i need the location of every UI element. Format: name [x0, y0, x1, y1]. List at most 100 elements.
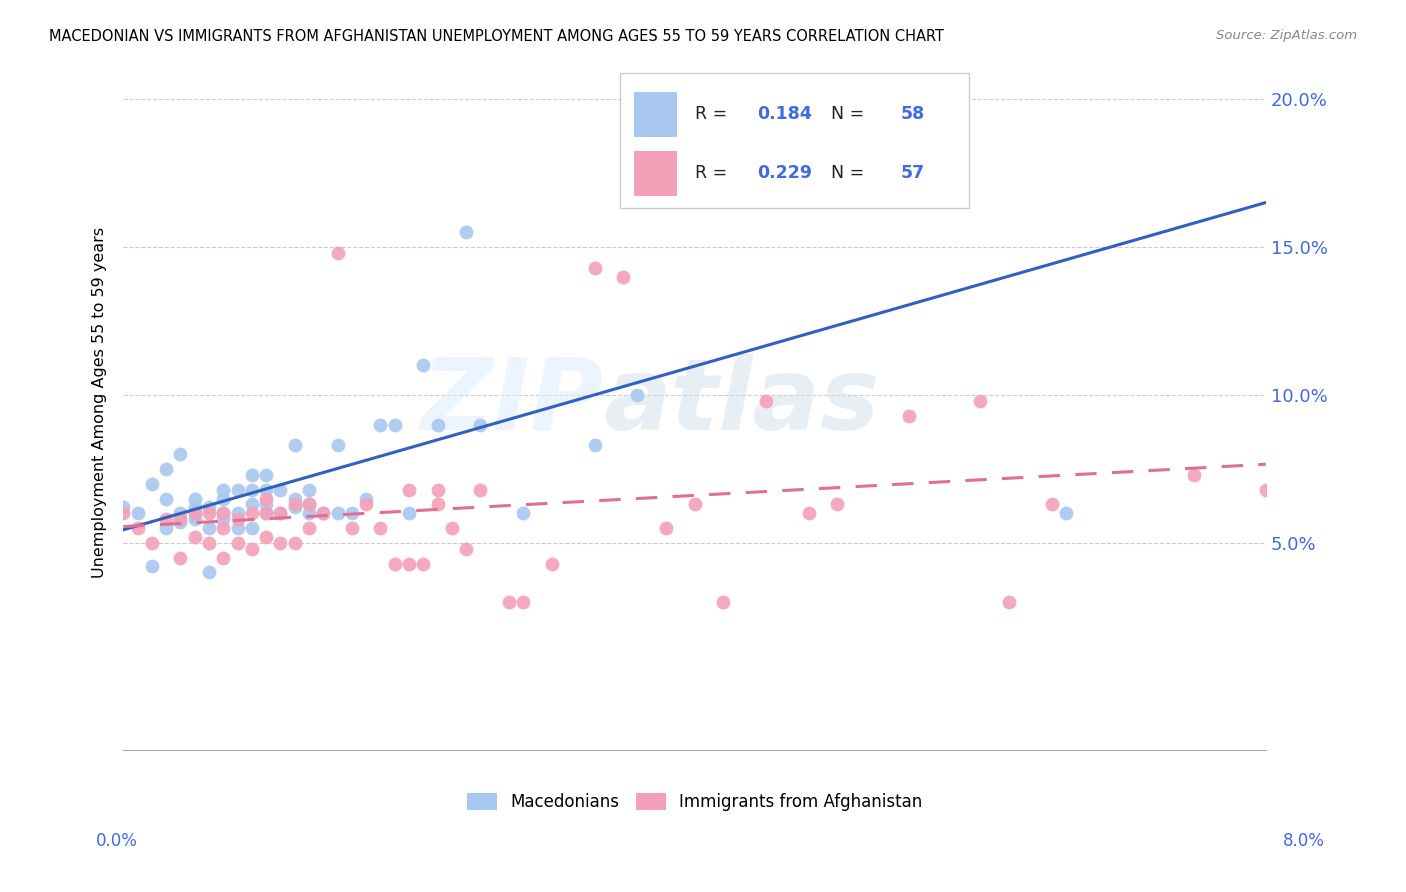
Point [212, 491, 235, 506]
Point [470, 483, 492, 497]
Point [183, 491, 205, 506]
Point [254, 491, 277, 506]
Point [269, 536, 291, 550]
Text: R =: R = [695, 164, 733, 182]
Text: atlas: atlas [603, 354, 880, 451]
Point [398, 506, 420, 520]
Point [240, 521, 263, 535]
Point [827, 497, 849, 511]
Point [997, 595, 1019, 609]
Point [155, 512, 177, 526]
Text: Source: ZipAtlas.com: Source: ZipAtlas.com [1216, 29, 1357, 42]
Point [183, 530, 205, 544]
Point [512, 506, 534, 520]
Text: 0.0%: 0.0% [96, 831, 138, 849]
Point [141, 559, 163, 574]
Point [354, 497, 377, 511]
Point [212, 512, 235, 526]
Point [298, 521, 321, 535]
Point [298, 506, 321, 520]
Point [212, 483, 235, 497]
Point [212, 521, 235, 535]
Point [312, 506, 335, 520]
Point [198, 500, 221, 515]
Point [112, 506, 135, 520]
Point [240, 483, 263, 497]
Point [284, 536, 307, 550]
Point [340, 506, 363, 520]
Point [340, 521, 363, 535]
Point [426, 483, 449, 497]
Point [583, 260, 606, 275]
Point [198, 506, 221, 520]
Point [398, 483, 420, 497]
Point [254, 530, 277, 544]
Point [240, 497, 263, 511]
Point [426, 417, 449, 432]
Point [226, 512, 249, 526]
Point [454, 226, 477, 240]
Point [141, 476, 163, 491]
FancyBboxPatch shape [620, 72, 969, 208]
Point [326, 246, 349, 260]
Point [298, 497, 321, 511]
Point [183, 506, 205, 520]
Point [1040, 497, 1063, 511]
Point [254, 506, 277, 520]
Point [1254, 483, 1277, 497]
Point [155, 521, 177, 535]
FancyBboxPatch shape [634, 92, 678, 136]
Point [797, 506, 820, 520]
Point [254, 483, 277, 497]
Point [169, 550, 191, 565]
Point [198, 566, 221, 580]
Point [412, 359, 434, 373]
Point [212, 506, 235, 520]
Text: 0.229: 0.229 [758, 164, 813, 182]
Point [498, 595, 520, 609]
Point [1054, 506, 1077, 520]
Point [169, 506, 191, 520]
Point [284, 491, 307, 506]
Point [769, 78, 792, 92]
Point [212, 506, 235, 520]
Point [612, 269, 634, 284]
Text: ZIP: ZIP [420, 354, 603, 451]
Point [755, 394, 778, 409]
Point [112, 500, 135, 515]
Point [384, 417, 406, 432]
Text: 8.0%: 8.0% [1282, 831, 1324, 849]
Point [226, 483, 249, 497]
Point [127, 521, 149, 535]
Point [284, 497, 307, 511]
Point [141, 536, 163, 550]
Point [240, 467, 263, 482]
Text: 57: 57 [900, 164, 924, 182]
Point [326, 438, 349, 452]
Point [240, 541, 263, 556]
Point [683, 157, 706, 171]
Point [183, 506, 205, 520]
Point [226, 536, 249, 550]
Text: N =: N = [820, 164, 870, 182]
Point [155, 462, 177, 476]
Point [254, 497, 277, 511]
Point [198, 536, 221, 550]
Point [127, 506, 149, 520]
Point [454, 541, 477, 556]
Point [683, 497, 706, 511]
Point [212, 550, 235, 565]
Point [169, 447, 191, 461]
Point [711, 595, 734, 609]
Point [298, 483, 321, 497]
Point [183, 512, 205, 526]
Point [312, 506, 335, 520]
Y-axis label: Unemployment Among Ages 55 to 59 years: Unemployment Among Ages 55 to 59 years [93, 227, 107, 578]
Point [655, 521, 678, 535]
Point [398, 557, 420, 571]
Point [169, 512, 191, 526]
Point [897, 409, 920, 423]
Point [384, 557, 406, 571]
Point [326, 506, 349, 520]
Point [240, 506, 263, 520]
